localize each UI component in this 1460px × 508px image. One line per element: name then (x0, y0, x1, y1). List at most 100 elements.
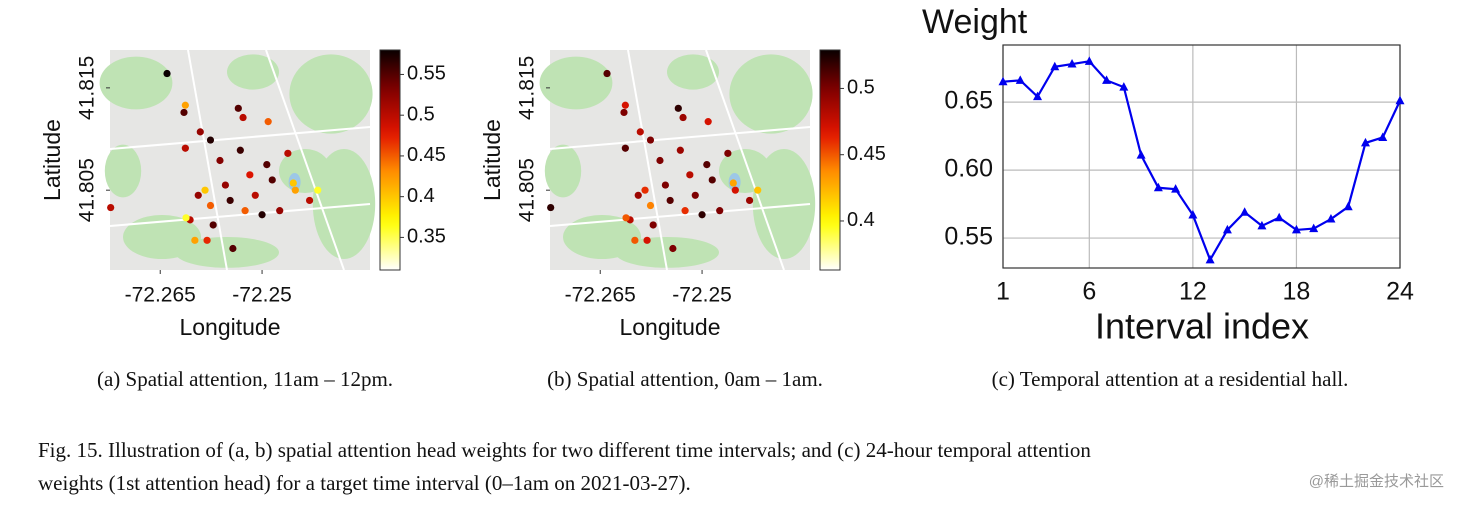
x-tick-label: -72.25 (672, 284, 732, 307)
x-axis-label: Longitude (619, 314, 720, 340)
y-tick-label: 41.805 (76, 158, 99, 222)
data-point (291, 186, 299, 194)
data-point (206, 136, 215, 144)
y-tick-label: 41.815 (516, 56, 539, 120)
data-point (622, 214, 630, 222)
map-park (729, 54, 813, 134)
data-point (191, 236, 199, 244)
x-tick-label: 12 (1179, 278, 1207, 306)
data-point (679, 113, 687, 122)
data-point (268, 176, 276, 184)
data-point (234, 104, 242, 112)
map-road (109, 203, 371, 227)
data-point (206, 201, 215, 210)
data-point (686, 171, 694, 179)
line-series (1002, 60, 1401, 263)
map-road (187, 49, 228, 271)
data-point (703, 161, 711, 169)
map-park (227, 54, 279, 90)
colorbar-tick-label: 0.45 (407, 144, 446, 166)
map-park (667, 54, 719, 90)
figure-caption: Fig. 15. Illustration of (a, b) spatial … (38, 438, 1091, 462)
colorbar-tick-label: 0.35 (407, 226, 446, 248)
subfigure-caption: (a) Spatial attention, 11am – 12pm. (97, 367, 393, 391)
data-point (669, 244, 677, 253)
marker (998, 76, 1008, 86)
map-road (109, 126, 371, 150)
data-point (641, 186, 649, 194)
data-point (314, 186, 322, 194)
data-point (241, 207, 249, 215)
data-point (620, 108, 628, 117)
marker (1222, 224, 1232, 234)
data-point (289, 179, 297, 187)
data-point (676, 146, 684, 154)
x-tick-label: -72.265 (125, 284, 196, 307)
watermark: @稀土掘金技术社区 (1309, 473, 1444, 490)
map-park (99, 56, 173, 110)
map-park (539, 56, 613, 110)
marker (1067, 59, 1077, 68)
subfigure-caption: (b) Spatial attention, 0am – 1am. (547, 367, 823, 391)
marker (1291, 224, 1301, 234)
data-point (649, 221, 657, 229)
data-point (258, 211, 266, 219)
data-point (547, 203, 555, 212)
marker (1171, 184, 1181, 193)
data-point (621, 101, 629, 109)
data-point (229, 244, 237, 253)
x-tick-label: 18 (1283, 278, 1311, 306)
marker (1274, 212, 1284, 222)
marker (1257, 220, 1267, 230)
marker (1378, 132, 1388, 141)
map-road (549, 203, 811, 227)
data-point (681, 207, 689, 215)
colorbar-tick-label: 0.4 (847, 209, 875, 231)
data-point (631, 236, 639, 244)
data-point (656, 156, 664, 165)
x-axis-label: Longitude (179, 314, 280, 340)
colorbar-tick-label: 0.5 (407, 103, 435, 125)
data-point (201, 186, 209, 194)
data-point (226, 196, 234, 205)
colorbar-tick-label: 0.45 (847, 143, 886, 165)
data-point (745, 196, 754, 205)
y-tick-label: 0.60 (944, 155, 993, 183)
marker (1343, 201, 1353, 211)
figure-caption: weights (1st attention head) for a targe… (38, 471, 691, 495)
x-axis-label: Interval index (1095, 306, 1309, 347)
data-point (305, 196, 314, 205)
data-point (180, 108, 188, 117)
map-park (104, 144, 142, 198)
marker (1188, 209, 1198, 219)
data-point (163, 69, 171, 78)
data-point (691, 191, 699, 199)
data-point (754, 186, 762, 194)
data-point (196, 128, 204, 136)
map-park (289, 54, 373, 134)
marker (1240, 207, 1250, 216)
marker (1015, 75, 1025, 84)
colorbar-tick-label: 0.4 (407, 185, 435, 207)
x-tick-label: 24 (1386, 278, 1414, 306)
map-park (544, 144, 582, 198)
y-axis-label: Latitude (479, 119, 505, 201)
map-background (539, 49, 816, 271)
map-road (549, 126, 811, 150)
marker (1102, 75, 1112, 84)
data-point (704, 118, 712, 126)
data-point (674, 104, 682, 112)
data-point (716, 207, 724, 215)
data-point (284, 149, 292, 157)
data-point (666, 196, 674, 205)
marker (1084, 56, 1094, 65)
y-axis-label: Latitude (39, 119, 65, 201)
map-park (615, 237, 719, 268)
x-tick-label: -72.265 (565, 284, 636, 307)
data-point (661, 181, 670, 189)
data-point (708, 176, 716, 184)
data-point (724, 149, 732, 157)
data-point (236, 146, 244, 154)
plot-frame (1002, 44, 1401, 269)
data-point (646, 201, 655, 210)
